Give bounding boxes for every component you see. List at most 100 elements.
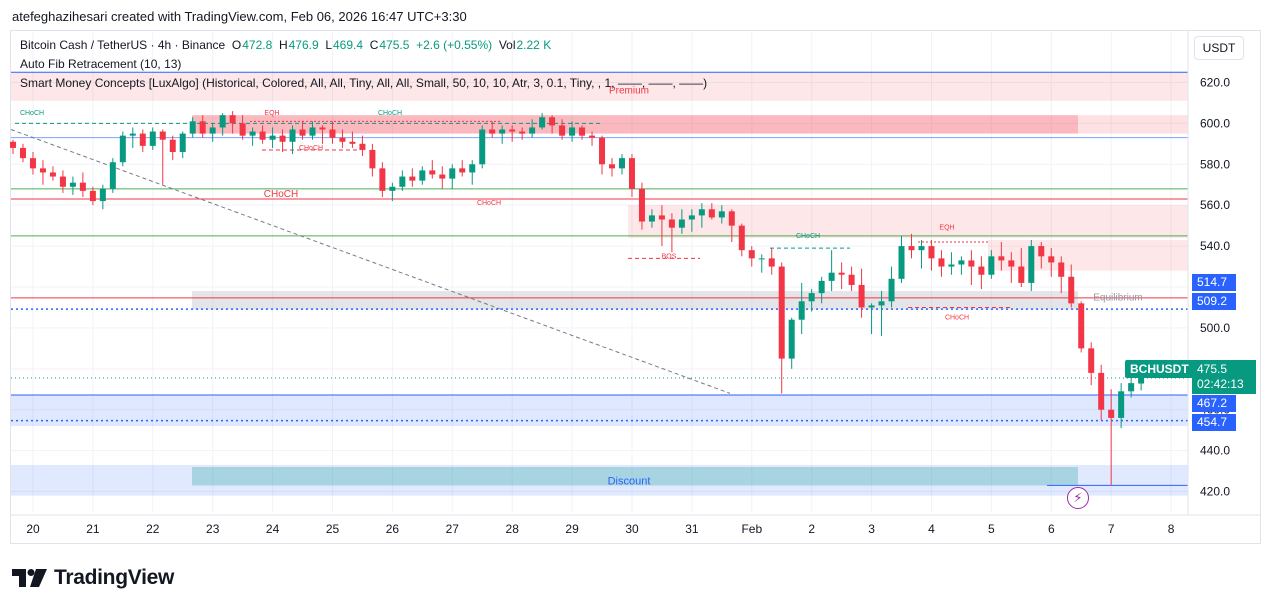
candle-body: [758, 258, 765, 260]
candle-body: [698, 209, 705, 216]
candle-body: [209, 127, 216, 134]
candle-body: [798, 301, 805, 320]
currency-button[interactable]: USDT: [1194, 36, 1244, 60]
candle-body: [69, 182, 76, 187]
structure-label: CHoCH: [378, 110, 402, 117]
tradingview-logo[interactable]: TradingView: [12, 566, 174, 590]
candle-body: [858, 284, 865, 308]
y-tick-label: 440.0: [1200, 444, 1230, 458]
candle-body: [449, 168, 456, 179]
candle-body: [1068, 276, 1075, 304]
y-tick-label: 420.0: [1200, 485, 1230, 499]
candle-body: [838, 272, 845, 275]
candle-body: [1118, 391, 1125, 418]
supply-block-ext: [1078, 115, 1188, 134]
x-tick-label: 26: [386, 522, 400, 536]
candle-body: [139, 133, 146, 146]
candle-body: [1088, 348, 1095, 373]
candle-body: [878, 301, 885, 306]
candle-body: [539, 117, 546, 128]
candle-body: [10, 141, 16, 148]
candles: [10, 111, 1145, 486]
candle-body: [968, 260, 975, 267]
price-axis: 420.0440.0460.0480.0500.0520.0540.0560.0…: [1187, 31, 1230, 515]
x-tick-label: 6: [1048, 522, 1055, 536]
candle-body: [239, 123, 246, 136]
candle-body: [818, 280, 825, 294]
candle-body: [259, 131, 266, 140]
x-tick-label: 23: [206, 522, 220, 536]
candle-body: [888, 278, 895, 302]
y-tick-label: 540.0: [1200, 239, 1230, 253]
candle-body: [89, 190, 96, 202]
candle-body: [918, 246, 925, 251]
candle-body: [1078, 303, 1085, 349]
last-price-tag: 475.5 02:42:13: [1192, 360, 1256, 394]
candle-body: [718, 211, 725, 218]
candle-body: [628, 158, 635, 189]
x-tick-label: 27: [446, 522, 460, 536]
candle-body: [1058, 262, 1065, 277]
candle-body: [1128, 383, 1135, 392]
candle-body: [109, 162, 116, 189]
x-tick-label: 20: [26, 522, 40, 536]
candle-body: [688, 215, 695, 220]
candle-body: [229, 115, 236, 124]
candle-body: [189, 121, 196, 134]
candle-body: [579, 127, 586, 136]
candle-body: [599, 137, 606, 165]
candle-body: [668, 219, 675, 228]
y-tick-label: 500.0: [1200, 321, 1230, 335]
supply-block: [192, 115, 1078, 134]
candle-body: [19, 147, 26, 159]
candle-body: [299, 129, 306, 136]
discount-zone: [11, 464, 1188, 496]
chart-credit: atefeghazihesari created with TradingVie…: [12, 9, 467, 24]
candle-body: [519, 131, 526, 134]
y-tick-label: 600.0: [1200, 116, 1230, 130]
equilibrium-zone: [192, 291, 1078, 310]
candle-body: [988, 256, 995, 275]
premium-zone: [11, 72, 1188, 101]
candle-body: [738, 225, 745, 251]
candle-body: [169, 139, 176, 152]
discount-label: Discount: [608, 475, 651, 487]
lightning-icon[interactable]: ⚡: [1067, 487, 1089, 509]
supply-block-3: [988, 239, 1188, 271]
structure-label: CHoCH: [945, 315, 969, 322]
candle-body: [848, 274, 855, 285]
trend-line: [10, 129, 731, 394]
candle-body: [279, 135, 286, 142]
candle-body: [389, 186, 396, 191]
candle-body: [469, 164, 476, 173]
x-tick-label: 30: [625, 522, 639, 536]
candle-body: [329, 129, 336, 138]
structure-label: EQH: [939, 225, 954, 232]
x-tick-label: 24: [266, 522, 280, 536]
x-tick-label: 5: [988, 522, 995, 536]
level-tag-454: 454.7: [1192, 414, 1236, 431]
indicator-fib[interactable]: Auto Fib Retracement (10, 13): [20, 57, 182, 71]
candle-body: [59, 176, 66, 187]
y-tick-label: 620.0: [1200, 75, 1230, 89]
x-tick-label: 8: [1168, 522, 1175, 536]
x-tick-label: 22: [146, 522, 160, 536]
candle-body: [618, 158, 625, 169]
x-tick-label: 3: [868, 522, 875, 536]
candle-body: [499, 129, 506, 134]
indicator-smc[interactable]: Smart Money Concepts [LuxAlgo] (Historic…: [20, 76, 708, 90]
demand-block: [11, 395, 1188, 427]
legend-volume: 2.22 K: [516, 38, 552, 52]
candle-body: [708, 209, 715, 218]
candle-body: [179, 133, 186, 152]
legend-ohlc: Bitcoin Cash / TetherUS · 4h · Binance O…: [20, 38, 552, 52]
level-tag-514: 514.7: [1192, 274, 1236, 291]
legend-symbol[interactable]: Bitcoin Cash / TetherUS · 4h · Binance: [20, 38, 226, 52]
candle-body: [868, 305, 875, 308]
candle-body: [369, 149, 376, 169]
candle-body: [1108, 409, 1115, 418]
candle-body: [319, 127, 326, 130]
candle-body: [1048, 256, 1055, 263]
candle-body: [908, 246, 915, 251]
